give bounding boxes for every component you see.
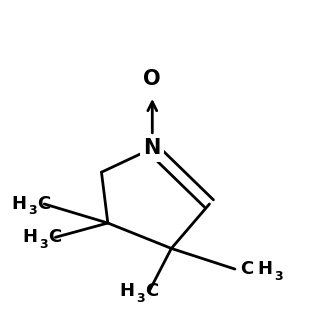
Text: 3: 3	[136, 292, 145, 305]
Text: 3: 3	[28, 204, 37, 218]
Text: C: C	[48, 228, 61, 246]
Text: H: H	[22, 228, 37, 246]
Text: 3: 3	[274, 270, 282, 283]
Text: H: H	[11, 195, 26, 213]
Text: O: O	[144, 69, 161, 88]
Text: C: C	[37, 195, 50, 213]
Text: N: N	[144, 138, 161, 159]
Text: H: H	[257, 260, 272, 278]
Text: 3: 3	[40, 238, 48, 251]
Text: H: H	[119, 282, 134, 300]
Text: C: C	[145, 282, 158, 300]
Text: C: C	[240, 260, 253, 278]
